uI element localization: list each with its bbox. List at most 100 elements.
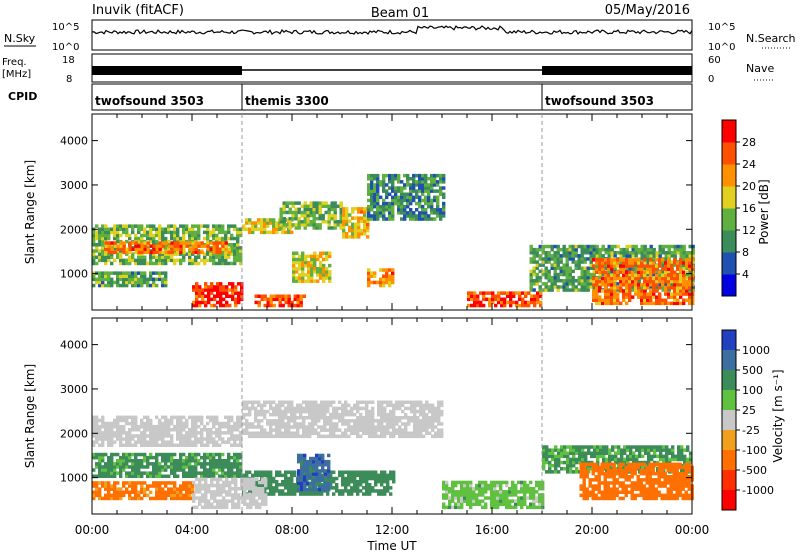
- cell-velocity-3: [383, 432, 386, 436]
- cell-power-11: [578, 245, 581, 249]
- cell-velocity-3: [341, 407, 344, 411]
- cell-velocity-3: [299, 435, 302, 439]
- cell-power-8: [292, 252, 295, 256]
- cell-velocity-4: [272, 477, 275, 481]
- cell-velocity-1: [128, 475, 131, 479]
- cell-power-11: [581, 245, 584, 249]
- cell-velocity-1: [182, 459, 185, 463]
- cell-velocity-4: [275, 471, 278, 475]
- cell-velocity-5: [300, 454, 303, 458]
- cell-velocity-5: [327, 488, 330, 492]
- cell-power-12: [676, 302, 679, 306]
- cell-power-4: [280, 223, 283, 227]
- cell-power-2: [231, 288, 234, 292]
- cell-velocity-4: [365, 492, 368, 496]
- cell-velocity-1: [110, 471, 113, 475]
- cell-velocity-3: [437, 410, 440, 414]
- cell-power-1: [135, 244, 138, 248]
- cell-power-5: [354, 216, 357, 220]
- cell-power-4: [319, 214, 322, 218]
- cell-power-5: [342, 232, 345, 236]
- cell-power-2: [210, 291, 213, 295]
- cell-velocity-1: [134, 471, 137, 475]
- cell-power-13: [155, 271, 158, 275]
- cell-power-5: [351, 216, 354, 220]
- cell-velocity-3: [251, 432, 254, 436]
- cell-power-12: [625, 283, 628, 287]
- cell-velocity-4: [353, 489, 356, 493]
- cell-velocity-4: [371, 474, 374, 478]
- cell-power-1: [156, 251, 159, 255]
- cell-velocity-0: [215, 444, 218, 448]
- cell-power-11: [557, 248, 560, 252]
- cell-power-6: [391, 205, 394, 209]
- cell-power-11: [545, 254, 548, 258]
- cell-power-13: [155, 278, 158, 282]
- cell-velocity-6: [523, 487, 526, 491]
- cell-power-0: [149, 262, 152, 266]
- cell-velocity-0: [209, 434, 212, 438]
- cell-velocity-3: [269, 401, 272, 405]
- cell-velocity-4: [287, 480, 290, 484]
- cell-velocity-3: [386, 416, 389, 420]
- cell-velocity-0: [113, 425, 116, 429]
- cell-velocity-2: [173, 491, 176, 495]
- cell-velocity-6: [514, 487, 517, 491]
- cell-power-6: [385, 183, 388, 187]
- cell-velocity-3: [245, 401, 248, 405]
- cell-power-1: [123, 251, 126, 255]
- cell-velocity-4: [332, 492, 335, 496]
- cell-power-13: [164, 281, 167, 285]
- cell-power-11: [548, 251, 551, 255]
- cell-velocity-7: [542, 455, 545, 459]
- cell-power-6: [394, 186, 397, 190]
- cell-velocity-3: [296, 435, 299, 439]
- cell-velocity-0: [164, 419, 167, 423]
- cell-velocity-0: [113, 434, 116, 438]
- cell-power-12: [631, 261, 634, 265]
- cell-power-6: [376, 208, 379, 212]
- cell-power-11: [587, 285, 590, 289]
- cell-power-9: [379, 278, 382, 282]
- cell-power-1: [183, 251, 186, 255]
- cell-power-0: [194, 224, 197, 228]
- cell-velocity-0: [92, 422, 95, 426]
- cell-velocity-3: [332, 435, 335, 439]
- cell-velocity-2: [164, 491, 167, 495]
- cell-power-0: [140, 224, 143, 228]
- cell-power-4: [319, 201, 322, 205]
- cell-power-12: [667, 295, 670, 299]
- cell-velocity-1: [188, 465, 191, 469]
- cell-power-4: [283, 201, 286, 205]
- cell-power-11: [647, 251, 650, 255]
- cell-power-6: [427, 217, 430, 221]
- cell-power-6: [439, 189, 442, 193]
- cell-power-4: [289, 217, 292, 221]
- cell-velocity-0: [101, 434, 104, 438]
- cell-power-6: [376, 189, 379, 193]
- cell-velocity-4: [260, 474, 263, 478]
- cell-power-9: [391, 271, 394, 275]
- cell-velocity-0: [179, 428, 182, 432]
- cell-velocity-4: [344, 483, 347, 487]
- cell-velocity-0: [152, 428, 155, 432]
- cell-power-6: [409, 189, 412, 193]
- cell-power-12: [604, 299, 607, 303]
- cell-velocity-3: [272, 435, 275, 439]
- cell-velocity-5: [318, 472, 321, 476]
- cell-velocity-0: [134, 425, 137, 429]
- cell-power-5: [354, 229, 357, 233]
- cell-velocity-3: [359, 416, 362, 420]
- cell-power-10: [467, 298, 470, 302]
- cell-velocity-3: [353, 432, 356, 436]
- cell-velocity-0: [92, 425, 95, 429]
- cell-velocity-2: [134, 494, 137, 498]
- cell-power-0: [215, 234, 218, 238]
- cell-velocity-6: [508, 503, 511, 507]
- cell-velocity-0: [194, 416, 197, 420]
- cell-velocity-4: [269, 492, 272, 496]
- cell-power-12: [646, 277, 649, 281]
- cell-power-0: [101, 243, 104, 247]
- cell-velocity-3: [281, 422, 284, 426]
- cell-power-4: [316, 223, 319, 227]
